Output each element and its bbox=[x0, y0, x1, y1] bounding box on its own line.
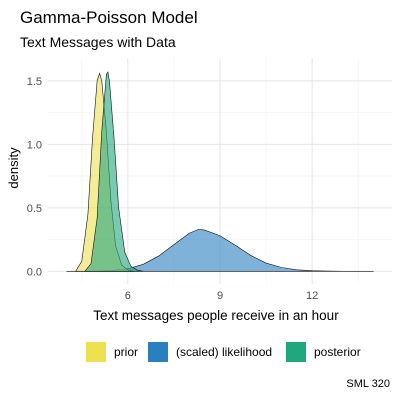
y-tick-label: 1.5 bbox=[27, 76, 42, 88]
y-tick-label: 0.0 bbox=[27, 266, 42, 278]
x-tick-label: 12 bbox=[306, 290, 318, 302]
legend-item-prior: prior bbox=[86, 342, 138, 362]
density-areas bbox=[66, 71, 374, 272]
legend-swatch-prior bbox=[86, 342, 106, 362]
legend-label-likelihood: (scaled) likelihood bbox=[176, 345, 273, 359]
legend-item-likelihood: (scaled) likelihood bbox=[148, 342, 272, 362]
y-axis-label: density bbox=[6, 147, 21, 189]
legend: prior (scaled) likelihood posterior bbox=[0, 342, 400, 366]
legend-swatch-posterior bbox=[286, 342, 306, 362]
chart-title: Gamma-Poisson Model bbox=[20, 8, 198, 27]
x-tick-label: 9 bbox=[217, 290, 223, 302]
density-area-posterior bbox=[84, 71, 144, 272]
legend-item-posterior: posterior bbox=[286, 342, 361, 362]
y-tick-label: 1.0 bbox=[27, 139, 42, 151]
legend-label-prior: prior bbox=[114, 345, 139, 359]
caption: SML 320 bbox=[346, 378, 390, 390]
chart-subtitle: Text Messages with Data bbox=[20, 34, 176, 50]
legend-swatch-likelihood bbox=[148, 342, 168, 362]
x-tick-labels: 6 9 12 bbox=[125, 290, 318, 302]
legend-label-posterior: posterior bbox=[314, 345, 361, 359]
y-tick-label: 0.5 bbox=[27, 203, 42, 215]
y-tick-labels: 0.0 0.5 1.0 1.5 bbox=[27, 76, 42, 278]
x-axis-label: Text messages people receive in an hour bbox=[93, 308, 339, 323]
x-tick-label: 6 bbox=[125, 290, 131, 302]
